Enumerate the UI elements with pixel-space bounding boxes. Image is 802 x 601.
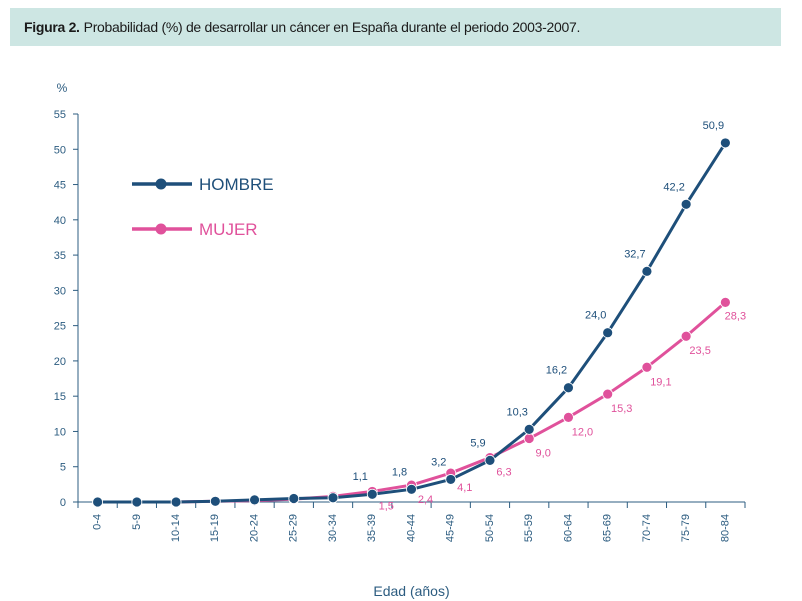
data-label-mujer: 15,3	[611, 403, 632, 415]
data-label-mujer: 1,5	[379, 500, 394, 512]
x-tick-label: 60-64	[562, 514, 574, 542]
x-tick-label: 0-4	[92, 514, 104, 530]
x-tick-label: 25-29	[288, 514, 300, 542]
x-tick-label: 35-39	[366, 514, 378, 542]
data-point-hombre	[719, 137, 731, 149]
x-tick-label: 65-69	[602, 514, 614, 542]
data-point-hombre	[484, 454, 496, 466]
y-tick-label: 50	[54, 144, 66, 156]
data-label-hombre: 5,9	[470, 437, 485, 449]
y-tick-label: 55	[54, 109, 66, 121]
data-point-hombre	[131, 496, 143, 508]
data-point-mujer	[719, 296, 731, 308]
data-label-mujer: 2,4	[418, 494, 433, 506]
data-point-hombre	[445, 474, 457, 485]
data-point-hombre	[641, 265, 653, 277]
x-tick-label: 70-74	[641, 514, 653, 542]
data-point-mujer	[523, 433, 535, 444]
chart-data-labels: 1,1 1,8 3,2 5,9 10,3 16,2 24,0 32,7 42,2 50,9 1,5 2…	[353, 120, 746, 512]
data-point-hombre	[523, 423, 535, 435]
x-tick-label: 20-24	[248, 514, 260, 542]
data-point-hombre	[366, 488, 378, 500]
y-tick-label: 10	[54, 426, 66, 438]
data-point-hombre	[92, 496, 104, 508]
chart-legend: HOMBRE MUJER	[132, 175, 274, 239]
x-tick-label: 40-44	[405, 514, 417, 542]
x-tick-label: 15-19	[209, 514, 221, 542]
data-point-hombre	[602, 327, 614, 339]
data-point-hombre	[170, 496, 182, 508]
x-tick-label: 55-59	[523, 514, 535, 542]
data-label-mujer: 28,3	[725, 310, 746, 322]
data-label-mujer: 9,0	[536, 448, 551, 460]
chart-series	[92, 137, 731, 508]
data-label-mujer: 19,1	[650, 376, 671, 388]
data-point-mujer	[680, 330, 692, 342]
figure-label: Figura 2.	[24, 19, 80, 35]
data-label-hombre: 24,0	[585, 310, 606, 322]
legend-marker-mujer	[155, 223, 167, 235]
data-point-mujer	[641, 361, 653, 373]
legend-marker-hombre	[155, 178, 167, 190]
x-tick-label: 5-9	[131, 514, 143, 530]
y-tick-label: 0	[60, 497, 66, 509]
chart-axes: 0 5 10 15 20 25 30 35 40 45 50 55 0-4 5-9 10-14 15-19 20…	[54, 81, 746, 599]
x-tick-label: 30-34	[327, 514, 339, 542]
y-tick-label: 45	[54, 180, 66, 192]
data-label-hombre: 42,2	[663, 181, 684, 193]
data-label-hombre: 10,3	[506, 406, 527, 418]
x-tick-label: 75-79	[680, 514, 692, 542]
legend-label-mujer: MUJER	[199, 220, 258, 239]
data-label-mujer: 12,0	[572, 426, 593, 438]
data-point-hombre	[680, 198, 692, 210]
x-tick-label: 80-84	[719, 514, 731, 542]
x-tick-label: 10-14	[170, 514, 182, 542]
figure-title-bar: Figura 2. Probabilidad (%) de desarrolla…	[10, 8, 781, 46]
data-label-hombre: 1,1	[353, 471, 368, 483]
data-point-hombre	[327, 492, 339, 504]
legend-label-hombre: HOMBRE	[199, 175, 274, 194]
y-axis-title: %	[57, 81, 68, 95]
figure-title: Probabilidad (%) de desarrollar un cánce…	[83, 19, 581, 35]
data-point-hombre	[249, 494, 260, 506]
data-label-hombre: 3,2	[431, 456, 446, 468]
data-point-mujer	[563, 411, 574, 423]
data-point-hombre	[209, 495, 221, 507]
y-tick-label: 20	[54, 356, 66, 368]
x-axis-title: Edad (años)	[373, 583, 449, 599]
y-tick-label: 30	[54, 285, 66, 297]
data-label-mujer: 4,1	[457, 482, 472, 494]
data-label-mujer: 23,5	[689, 345, 710, 357]
data-label-mujer: 6,3	[496, 467, 511, 479]
data-label-hombre: 1,8	[392, 466, 407, 478]
x-tick-label: 45-49	[445, 514, 457, 542]
data-label-hombre: 32,7	[624, 248, 645, 260]
y-tick-label: 25	[54, 321, 66, 333]
data-label-hombre: 16,2	[546, 365, 567, 377]
data-label-hombre: 50,9	[703, 120, 724, 132]
y-tick-label: 5	[60, 462, 66, 474]
data-point-hombre	[406, 483, 417, 495]
data-point-hombre	[288, 493, 300, 504]
x-tick-label: 50-54	[484, 514, 496, 542]
y-tick-label: 15	[54, 391, 66, 403]
y-tick-label: 35	[54, 250, 66, 262]
series-line-hombre	[97, 142, 727, 504]
y-tick-label: 40	[54, 215, 66, 227]
data-point-hombre	[563, 382, 574, 394]
data-point-mujer	[602, 388, 614, 400]
